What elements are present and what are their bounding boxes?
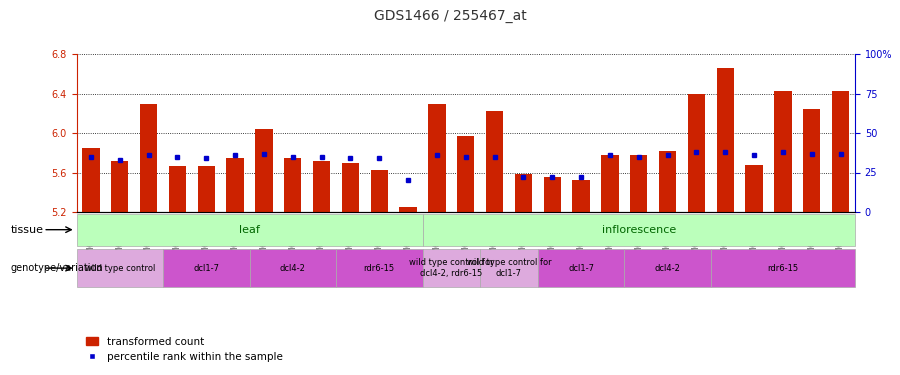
Bar <box>371 170 388 212</box>
Text: genotype/variation: genotype/variation <box>11 263 104 273</box>
Bar <box>774 91 792 212</box>
Bar <box>227 158 244 212</box>
Text: wild type control: wild type control <box>85 264 155 273</box>
Bar <box>76 249 163 287</box>
Bar <box>198 166 215 212</box>
Bar <box>538 249 625 287</box>
Bar <box>284 158 302 212</box>
Bar <box>422 214 855 246</box>
Bar <box>76 214 422 246</box>
Bar <box>457 136 474 212</box>
Bar <box>572 180 590 212</box>
Bar <box>169 166 186 212</box>
Bar <box>544 177 561 212</box>
Bar <box>515 174 532 212</box>
Text: dcl4-2: dcl4-2 <box>654 264 680 273</box>
Text: wild type control for
dcl4-2, rdr6-15: wild type control for dcl4-2, rdr6-15 <box>409 258 493 278</box>
Bar <box>163 249 249 287</box>
Bar <box>659 151 676 212</box>
Bar <box>336 249 422 287</box>
Bar <box>803 108 821 212</box>
Bar <box>745 165 762 212</box>
Bar <box>342 163 359 212</box>
Bar <box>422 249 481 287</box>
Text: rdr6-15: rdr6-15 <box>768 264 798 273</box>
Bar <box>256 129 273 212</box>
Bar <box>313 161 330 212</box>
Text: GDS1466 / 255467_at: GDS1466 / 255467_at <box>374 9 526 23</box>
Text: tissue: tissue <box>11 225 44 235</box>
Bar <box>140 104 158 212</box>
Bar <box>428 104 446 212</box>
Bar <box>249 249 336 287</box>
Text: rdr6-15: rdr6-15 <box>364 264 395 273</box>
Bar <box>625 249 711 287</box>
Bar <box>688 94 705 212</box>
Bar <box>400 207 417 212</box>
Text: inflorescence: inflorescence <box>601 225 676 235</box>
Bar <box>486 111 503 212</box>
Text: dcl4-2: dcl4-2 <box>280 264 306 273</box>
Bar <box>601 155 618 212</box>
Text: wild type control for
dcl1-7: wild type control for dcl1-7 <box>467 258 552 278</box>
Bar <box>832 91 850 212</box>
Bar <box>481 249 538 287</box>
Bar <box>716 68 734 212</box>
Bar <box>630 155 647 212</box>
Bar <box>711 249 855 287</box>
Text: dcl1-7: dcl1-7 <box>568 264 594 273</box>
Text: dcl1-7: dcl1-7 <box>194 264 220 273</box>
Bar <box>82 148 100 212</box>
Text: leaf: leaf <box>239 225 260 235</box>
Bar <box>111 161 129 212</box>
Legend: transformed count, percentile rank within the sample: transformed count, percentile rank withi… <box>82 333 287 366</box>
